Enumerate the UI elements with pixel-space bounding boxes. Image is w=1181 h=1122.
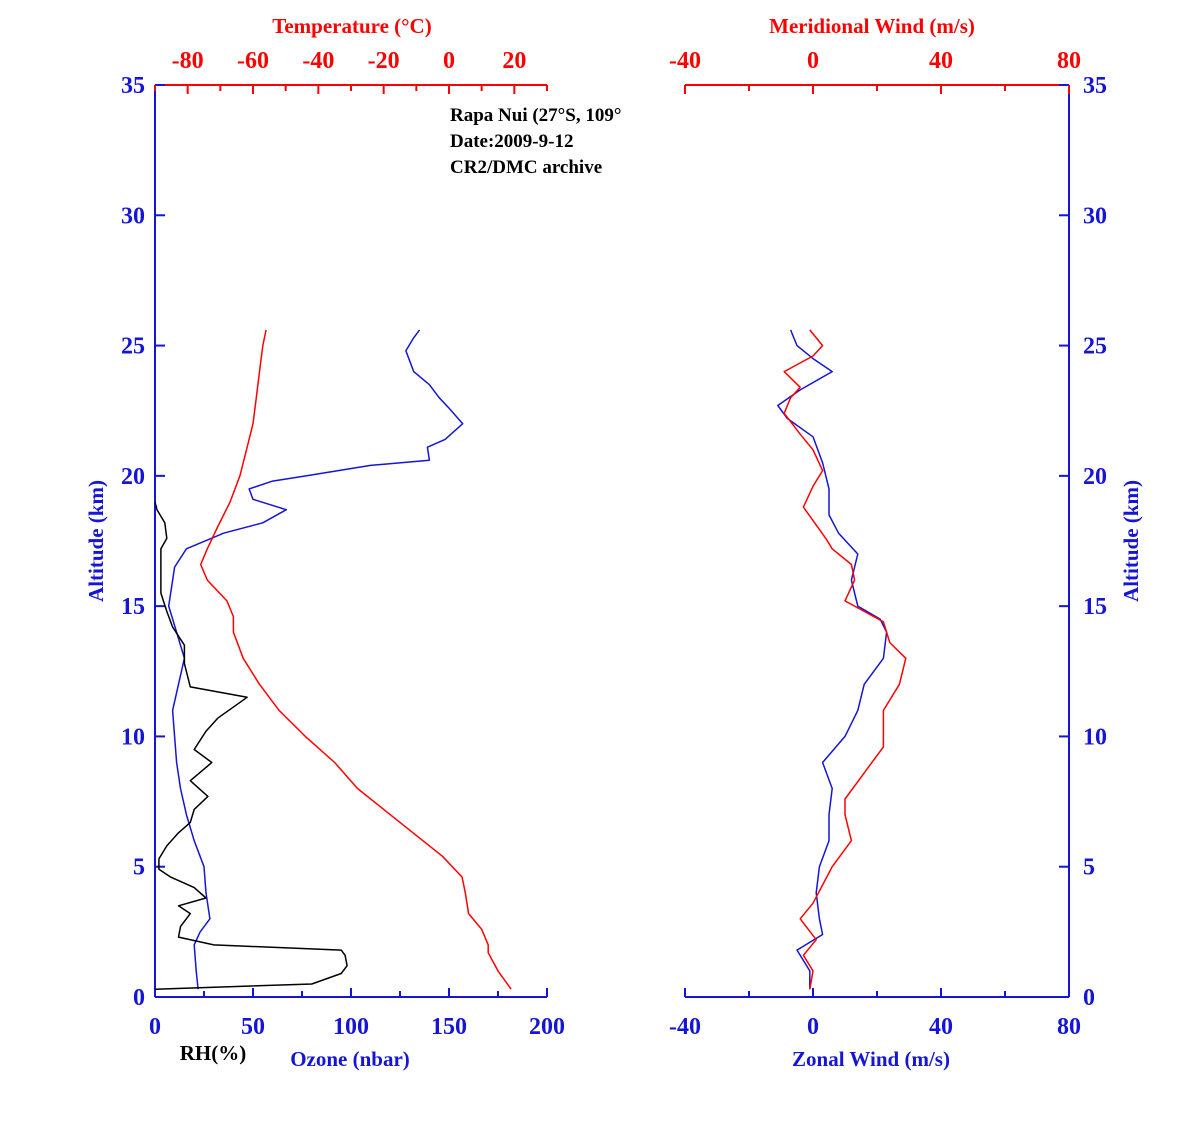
top-axis-title: Temperature (°C) bbox=[272, 14, 431, 38]
y-tick-label: 5 bbox=[1083, 855, 1095, 881]
bottom-tick-label: 80 bbox=[1057, 1014, 1081, 1040]
top-tick-label: 80 bbox=[1057, 48, 1081, 74]
rh-axis-title: RH(%) bbox=[180, 1041, 247, 1065]
y-tick-label: 30 bbox=[1083, 203, 1107, 229]
bottom-tick-label: 50 bbox=[241, 1014, 265, 1040]
annotation-archive: CR2/DMC archive bbox=[450, 157, 602, 178]
top-tick-label: 20 bbox=[502, 48, 526, 74]
bottom-tick-label: 0 bbox=[149, 1014, 161, 1040]
y-tick-label: 15 bbox=[1083, 594, 1107, 620]
y-tick-label: 0 bbox=[1083, 985, 1095, 1011]
bottom-tick-label: 0 bbox=[807, 1014, 819, 1040]
y-tick-label: 20 bbox=[121, 464, 145, 490]
y-tick-label: 10 bbox=[1083, 724, 1107, 750]
bottom-tick-label: 200 bbox=[529, 1014, 565, 1040]
top-tick-label: -40 bbox=[669, 48, 701, 74]
y-axis-title: Altitude (km) bbox=[84, 480, 108, 602]
y-tick-label: 10 bbox=[121, 724, 145, 750]
top-tick-label: -20 bbox=[368, 48, 400, 74]
top-tick-label: -60 bbox=[237, 48, 269, 74]
bottom-tick-label: 150 bbox=[431, 1014, 467, 1040]
y-tick-label: 15 bbox=[121, 594, 145, 620]
series-line-zonal-wind-m-s bbox=[777, 329, 888, 990]
top-tick-label: -80 bbox=[172, 48, 204, 74]
right-panel: 0 5 10 15 20 25 30 35 Altitude (km) -40 0 40 80 Zonal… bbox=[669, 14, 1143, 1071]
y-tick-label: 25 bbox=[1083, 334, 1107, 360]
station-annotation: Rapa Nui (27°S, 109° Date:2009-9-12 CR2/… bbox=[450, 105, 621, 178]
bottom-tick-label: 40 bbox=[929, 1014, 953, 1040]
annotation-date: Date:2009-9-12 bbox=[450, 131, 573, 152]
bottom-axis-title: Zonal Wind (m/s) bbox=[792, 1047, 950, 1071]
series-line-meridional-wind-m-s bbox=[783, 329, 907, 990]
y-tick-label: 20 bbox=[1083, 464, 1107, 490]
series-line-temperature-c bbox=[199, 329, 512, 990]
y-tick-label: 5 bbox=[133, 855, 145, 881]
series-line-rh bbox=[154, 501, 348, 990]
top-tick-label: 40 bbox=[929, 48, 953, 74]
top-tick-label: -40 bbox=[302, 48, 334, 74]
bottom-tick-label: 100 bbox=[333, 1014, 369, 1040]
top-tick-label: 0 bbox=[443, 48, 455, 74]
bottom-tick-label: -40 bbox=[669, 1014, 701, 1040]
y-tick-label: 25 bbox=[121, 334, 145, 360]
bottom-axis-title: Ozone (nbar) bbox=[290, 1047, 410, 1071]
top-tick-label: 0 bbox=[807, 48, 819, 74]
y-tick-label: 35 bbox=[121, 73, 145, 99]
y-axis-title: Altitude (km) bbox=[1119, 480, 1143, 602]
y-tick-label: 35 bbox=[1083, 73, 1107, 99]
top-axis-title: Meridional Wind (m/s) bbox=[769, 14, 975, 38]
annotation-station: Rapa Nui (27°S, 109° bbox=[450, 105, 621, 126]
y-tick-label: 30 bbox=[121, 203, 145, 229]
series-line-ozone-nbar bbox=[167, 329, 464, 990]
y-tick-label: 0 bbox=[133, 985, 145, 1011]
